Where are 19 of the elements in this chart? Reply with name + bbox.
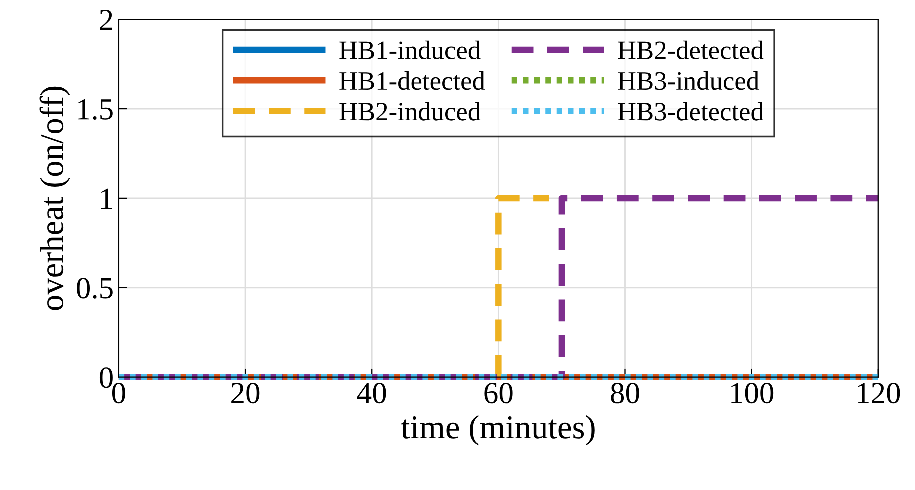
y-tick-label: 0.5 bbox=[77, 278, 113, 299]
legend-label: HB3-induced bbox=[618, 72, 760, 90]
legend-label: HB2-induced bbox=[340, 102, 481, 121]
x-tick-label: 80 bbox=[611, 383, 640, 404]
y-axis-title: overheat (on/off) bbox=[40, 86, 70, 310]
legend-label: HB2-detected bbox=[618, 40, 764, 60]
x-tick-label: 20 bbox=[232, 383, 260, 404]
x-tick-label: 120 bbox=[858, 383, 900, 404]
legend-label: HB1-detected bbox=[340, 72, 486, 90]
legend-label: HB1-induced bbox=[340, 40, 481, 60]
y-tick-label: 1 bbox=[102, 188, 112, 210]
y-tick-label: 2 bbox=[100, 10, 112, 30]
x-axis-title: time (minutes) bbox=[401, 415, 595, 446]
legend-label: HB3-detected bbox=[618, 102, 764, 121]
x-tick-label: 100 bbox=[732, 383, 774, 404]
x-tick-label: 40 bbox=[357, 383, 386, 404]
y-tick-label: 1.5 bbox=[78, 99, 113, 120]
x-tick-label: 60 bbox=[484, 383, 513, 404]
y-tick-label: 0 bbox=[100, 368, 113, 388]
